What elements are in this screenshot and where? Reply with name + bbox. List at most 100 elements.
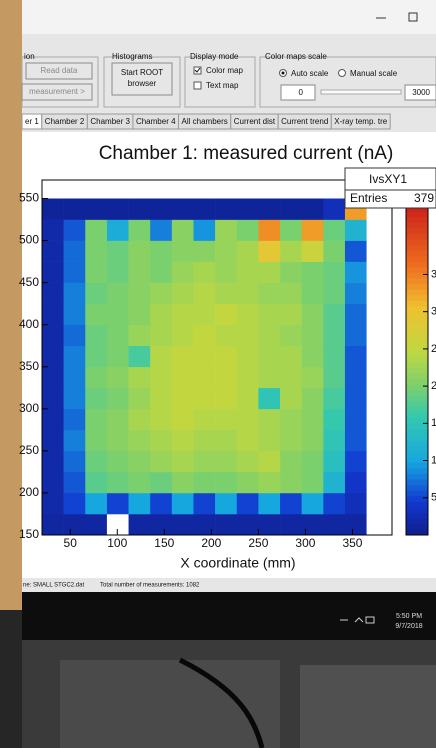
heatmap-cell — [280, 367, 302, 388]
heatmap-cell — [258, 430, 280, 451]
spin-value: 3000 — [412, 88, 430, 97]
heatmap-cell — [193, 493, 215, 514]
y-tick-label: 550 — [19, 191, 39, 205]
heatmap-cell — [280, 283, 302, 304]
heatmap-cell — [64, 220, 86, 241]
heatmap-cell — [150, 262, 172, 283]
y-tick-label: 400 — [19, 317, 39, 331]
heatmap-cell — [42, 283, 64, 304]
x-tick-label: 350 — [342, 536, 362, 550]
radio[interactable] — [339, 70, 346, 77]
heatmap-cell — [323, 493, 345, 514]
heatmap-cell — [323, 451, 345, 472]
heatmap-cell — [323, 430, 345, 451]
palette-band — [406, 502, 428, 508]
heatmap-cell — [107, 241, 129, 262]
button-label: measurement > — [29, 87, 85, 96]
heatmap-cell — [64, 451, 86, 472]
heatmap-cell — [107, 514, 129, 535]
heatmap-cell — [42, 199, 64, 220]
heatmap-cell — [193, 367, 215, 388]
palette-band — [406, 435, 428, 441]
heatmap-cell — [150, 367, 172, 388]
stats-value: 379 — [414, 191, 434, 205]
heatmap-cell — [193, 304, 215, 325]
palette-band — [406, 440, 428, 446]
button-label: browser — [128, 79, 157, 88]
palette-band — [406, 513, 428, 519]
heatmap-cell — [215, 325, 237, 346]
heatmap-cell — [85, 325, 107, 346]
heatmap-cell — [64, 514, 86, 535]
heatmap-cell — [215, 304, 237, 325]
heatmap-cell — [64, 283, 86, 304]
heatmap-cell — [42, 325, 64, 346]
heatmap-cell — [258, 199, 280, 220]
heatmap-cell — [302, 304, 324, 325]
heatmap-cell — [302, 493, 324, 514]
heatmap-cell — [64, 367, 86, 388]
heatmap-cell — [345, 472, 367, 493]
x-tick-label: 50 — [64, 536, 78, 550]
checkbox[interactable] — [194, 82, 201, 89]
heatmap-cell — [280, 409, 302, 430]
heatmap-cell — [150, 430, 172, 451]
desk-edge — [0, 0, 22, 610]
palette-band — [406, 373, 428, 379]
palette-band — [406, 457, 428, 463]
taskbar-time: 5:50 PM — [396, 613, 422, 620]
heatmap-cell — [237, 514, 259, 535]
tab-label: X-ray temp. tre — [334, 117, 387, 126]
heatmap-cell — [258, 367, 280, 388]
heatmap-cell — [258, 472, 280, 493]
heatmap-cell — [129, 241, 151, 262]
heatmap-cell — [172, 346, 194, 367]
heatmap-cell — [323, 283, 345, 304]
heatmap-cell — [129, 451, 151, 472]
heatmap-cell — [129, 283, 151, 304]
heatmap-cell — [42, 220, 64, 241]
heatmap-cell — [150, 451, 172, 472]
x-tick-label: 250 — [248, 536, 268, 550]
heatmap-cell — [367, 493, 389, 514]
heatmap-cell — [64, 262, 86, 283]
z-tick-label: 300 — [431, 306, 436, 318]
heatmap-cell — [172, 388, 194, 409]
heatmap-cell — [215, 514, 237, 535]
chart-title: Chamber 1: measured current (nA) — [99, 143, 394, 164]
tab-label: Current dist — [234, 117, 276, 126]
group-label: Histograms — [112, 52, 152, 61]
heatmap-cell — [85, 367, 107, 388]
radio-label: Auto scale — [291, 69, 329, 78]
heatmap-cell — [280, 220, 302, 241]
heatmap-cell — [323, 472, 345, 493]
heatmap-cell — [345, 283, 367, 304]
heatmap-cell — [129, 199, 151, 220]
heatmap-cell — [64, 409, 86, 430]
palette-band — [406, 284, 428, 290]
heatmap-cell — [150, 220, 172, 241]
x-axis-label: X coordinate (mm) — [180, 555, 295, 571]
heatmap-cell — [280, 304, 302, 325]
heatmap-cell — [172, 220, 194, 241]
palette-band — [406, 278, 428, 284]
heatmap-cell — [302, 472, 324, 493]
palette-band — [406, 334, 428, 340]
heatmap-cell — [150, 283, 172, 304]
heatmap-cell — [107, 304, 129, 325]
heatmap-cell — [150, 409, 172, 430]
heatmap-cell — [107, 199, 129, 220]
heatmap-cell — [107, 367, 129, 388]
heatmap-cell — [280, 241, 302, 262]
heatmap-cell — [172, 325, 194, 346]
slider[interactable] — [321, 90, 401, 94]
heatmap-cell — [215, 220, 237, 241]
heatmap-cell — [345, 220, 367, 241]
heatmap-cell — [150, 514, 172, 535]
heatmap-cell — [367, 451, 389, 472]
heatmap-cell — [42, 430, 64, 451]
heatmap-cell — [302, 199, 324, 220]
heatmap-cell — [215, 472, 237, 493]
palette-band — [406, 490, 428, 496]
heatmap-cell — [280, 325, 302, 346]
